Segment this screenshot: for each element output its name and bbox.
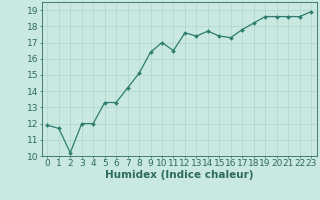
- X-axis label: Humidex (Indice chaleur): Humidex (Indice chaleur): [105, 170, 253, 180]
